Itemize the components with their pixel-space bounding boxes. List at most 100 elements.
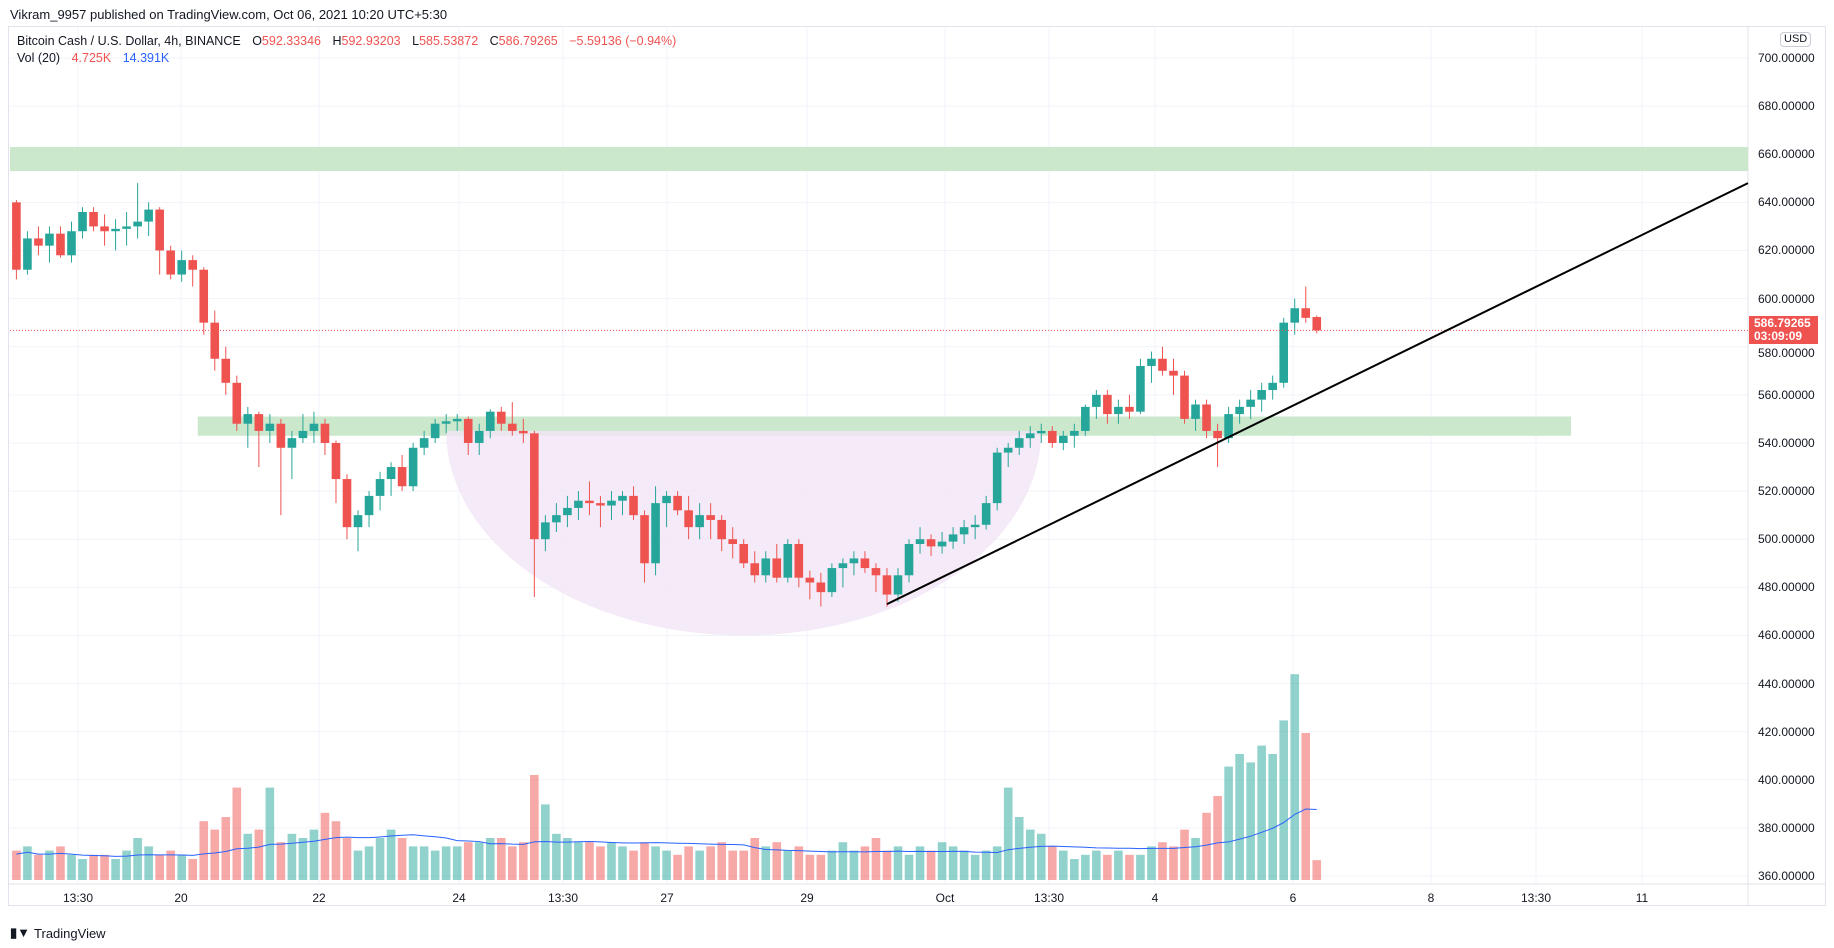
currency-button[interactable]: USD	[1780, 32, 1812, 47]
candle	[970, 515, 980, 540]
candle	[629, 486, 638, 520]
candle	[1114, 399, 1123, 424]
candle-body	[276, 423, 286, 448]
candle	[838, 558, 848, 588]
volume-bar	[1036, 833, 1046, 880]
volume-bar	[45, 850, 54, 880]
volume-bar	[926, 850, 936, 880]
volume-bar	[838, 842, 848, 880]
candle-body	[937, 541, 947, 547]
candle	[585, 481, 594, 516]
volume-ma-value: 14.391K	[122, 51, 170, 65]
volume-bar	[541, 804, 550, 880]
candle-body	[441, 421, 451, 424]
candle-body	[794, 544, 804, 578]
candle	[111, 219, 120, 251]
candle	[1036, 423, 1046, 443]
volume-bar	[761, 846, 771, 880]
time-tick: 27	[660, 891, 674, 905]
candle	[849, 551, 859, 576]
candle	[519, 418, 528, 443]
candle-body	[1213, 430, 1222, 439]
close-value: 586.79265	[498, 34, 558, 48]
candle	[860, 551, 870, 573]
price-tick: 500.00000	[1758, 532, 1815, 547]
candle	[1191, 399, 1200, 431]
volume-bar	[397, 838, 407, 880]
candle-body	[893, 575, 903, 595]
candle	[397, 454, 407, 492]
candle	[607, 491, 616, 520]
candle	[1180, 370, 1189, 424]
candle	[342, 474, 352, 540]
volume-ma	[16, 808, 1317, 857]
candle	[89, 207, 98, 232]
volume-bar	[750, 838, 760, 880]
candle-body	[496, 411, 506, 424]
candle	[827, 563, 837, 597]
candle	[563, 495, 572, 528]
candle	[441, 414, 451, 434]
candle-body	[23, 238, 32, 270]
volume-bar	[474, 842, 484, 880]
candle-body	[574, 500, 583, 508]
candle	[541, 515, 550, 552]
volume-bar	[353, 850, 363, 880]
volume-bar	[485, 838, 495, 880]
volume-bar	[210, 829, 220, 880]
candle	[243, 406, 253, 448]
candle-body	[618, 495, 627, 501]
tradingview-logo[interactable]: ▮▼ TradingView	[10, 925, 106, 941]
candle-body	[1036, 430, 1046, 434]
high-value: 592.93203	[341, 34, 401, 48]
candle	[177, 250, 186, 282]
volume-bar	[12, 850, 21, 880]
time-tick: 11	[1635, 891, 1649, 905]
volume-bar	[673, 854, 682, 880]
time-tick: Oct	[935, 891, 955, 905]
candle-body	[243, 414, 253, 424]
candle-body	[728, 539, 737, 545]
candle-body	[772, 558, 782, 578]
candle-body	[926, 539, 936, 547]
candle	[1003, 442, 1013, 468]
drawings	[10, 182, 1749, 606]
candle	[1081, 404, 1090, 436]
volume-bar	[375, 838, 385, 880]
candle	[419, 430, 429, 455]
volume-bar	[1268, 754, 1277, 880]
candle-body	[530, 433, 539, 540]
candle-body	[408, 447, 418, 487]
price-tick: 440.00000	[1758, 676, 1815, 691]
time-tick: 29	[800, 891, 814, 905]
volume-bar	[155, 854, 164, 880]
candle	[761, 551, 771, 583]
candle-body	[1025, 433, 1035, 439]
volume-bar	[1059, 850, 1068, 880]
time-tick: 6	[1289, 891, 1297, 905]
price-tick: 460.00000	[1758, 628, 1815, 643]
volume-bar	[739, 850, 749, 880]
candle-body	[1092, 394, 1101, 407]
chart-frame[interactable]	[8, 26, 1826, 906]
candle	[816, 572, 826, 607]
volume-bar	[618, 846, 627, 880]
candle-body	[375, 479, 385, 496]
candle	[1213, 423, 1222, 468]
volume-bar	[1191, 838, 1200, 880]
candle	[276, 418, 286, 516]
candle-body	[629, 495, 638, 516]
candle-body	[827, 568, 837, 593]
candle-body	[452, 418, 462, 422]
volume-bar	[1279, 720, 1288, 880]
candle	[1070, 423, 1079, 448]
candle	[552, 503, 561, 532]
candle	[463, 416, 473, 455]
candle	[430, 418, 440, 443]
low-label: L	[412, 34, 420, 48]
candle-body	[1158, 358, 1167, 371]
volume-bar	[188, 859, 198, 880]
price-tick: 680.00000	[1758, 99, 1815, 114]
change-value: −5.59136 (−0.94%)	[569, 34, 677, 48]
